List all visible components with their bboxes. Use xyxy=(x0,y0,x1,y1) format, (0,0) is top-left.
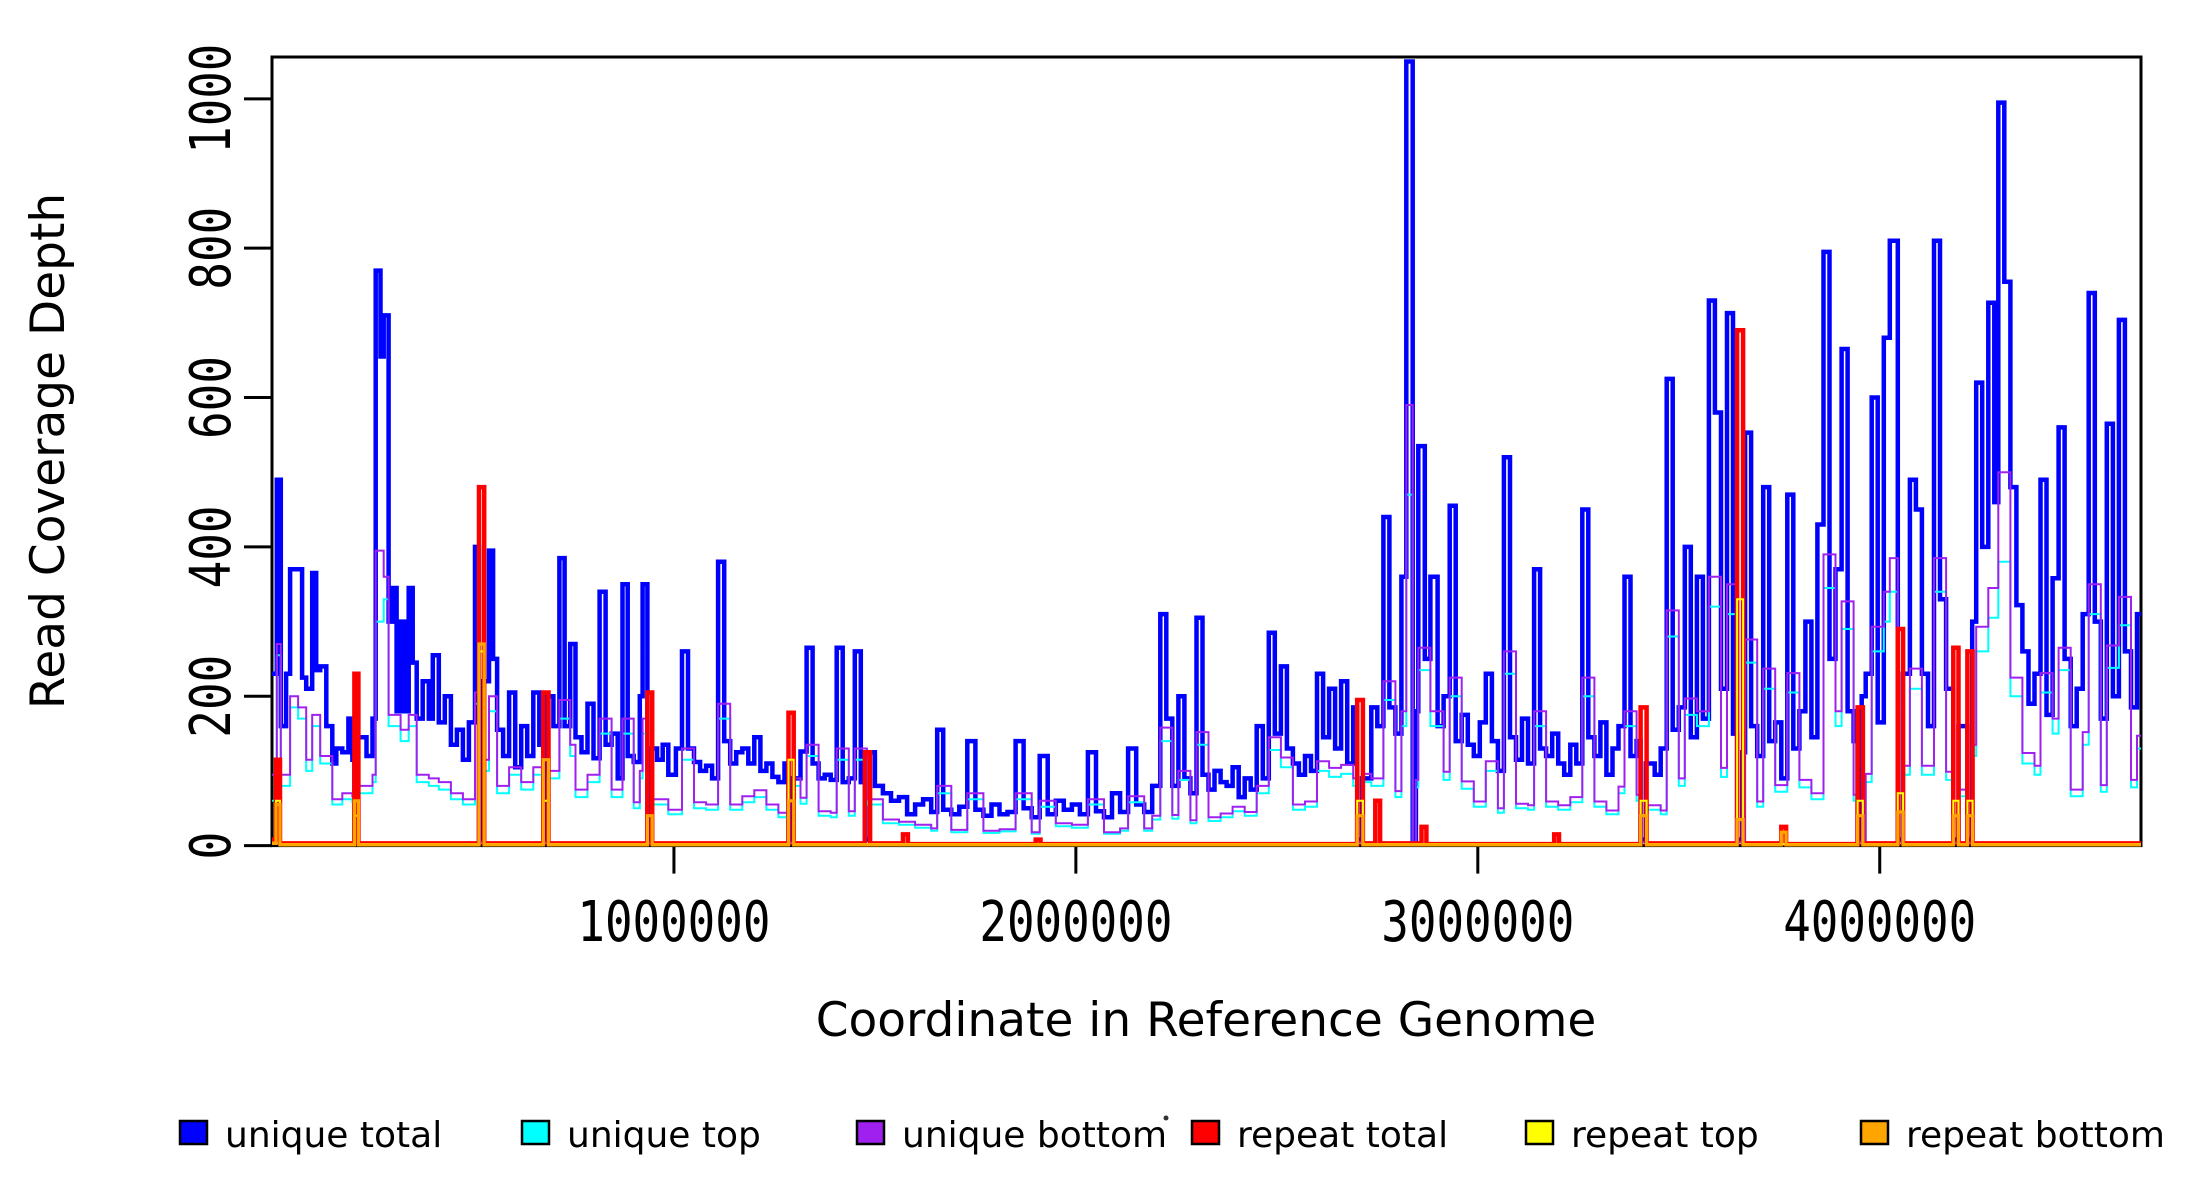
x-tick-label: 4000000 xyxy=(1783,890,1976,955)
x-tick-label: 3000000 xyxy=(1381,890,1574,955)
legend-item-repeat-total: repeat total xyxy=(1190,1115,1448,1156)
y-axis-title: Read Coverage Depth xyxy=(21,193,76,709)
series-line-repeat-bottom xyxy=(272,642,2141,847)
series-line-unique-total xyxy=(272,59,2141,842)
legend-label: repeat total xyxy=(1237,1115,1448,1156)
legend-swatch xyxy=(1190,1119,1221,1146)
legend-item-unique-top: unique top xyxy=(520,1115,761,1156)
series-line-repeat-total xyxy=(272,328,2141,847)
legend-swatch xyxy=(520,1119,551,1146)
legend-item-unique-total: unique total xyxy=(178,1115,442,1156)
x-tick-label: 1000000 xyxy=(577,890,770,955)
legend-label: unique total xyxy=(225,1115,442,1156)
legend-item-repeat-bottom: repeat bottom xyxy=(1859,1115,2165,1156)
plot-area xyxy=(272,59,2141,847)
legend-swatch xyxy=(1524,1119,1555,1146)
legend-label: unique bottom xyxy=(902,1115,1167,1156)
x-axis-title: Coordinate in Reference Genome xyxy=(816,993,1597,1048)
legend-item-repeat-top: repeat top xyxy=(1524,1115,1759,1156)
legend-label: unique top xyxy=(567,1115,761,1156)
y-tick-label: 800 xyxy=(179,207,244,290)
x-tick-label: 2000000 xyxy=(979,890,1172,955)
legend-swatch xyxy=(1859,1119,1890,1146)
legend-item-unique-bottom: unique bottom xyxy=(855,1115,1167,1156)
y-tick-label: 200 xyxy=(179,655,244,738)
legend-label: repeat bottom xyxy=(1906,1115,2165,1156)
y-tick-label: 1000 xyxy=(179,44,244,154)
legend-label: repeat top xyxy=(1571,1115,1759,1156)
legend: unique total unique top unique bottom repea… xyxy=(178,1115,2165,1156)
stray-dot xyxy=(1163,1115,1169,1121)
chart-generated-content: 0 200 400 600 800 1000 1000000 2000000 3000000 40… xyxy=(178,44,2165,1156)
legend-swatch xyxy=(178,1119,209,1146)
y-tick-label: 0 xyxy=(179,832,244,860)
y-tick-label: 400 xyxy=(179,505,244,588)
y-tick-label: 600 xyxy=(179,356,244,439)
legend-swatch xyxy=(855,1119,886,1146)
